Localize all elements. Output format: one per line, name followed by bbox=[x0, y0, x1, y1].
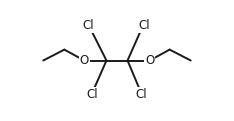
Text: Cl: Cl bbox=[136, 88, 147, 101]
Text: Cl: Cl bbox=[82, 19, 94, 32]
Text: Cl: Cl bbox=[138, 19, 150, 32]
Text: O: O bbox=[145, 54, 154, 67]
Text: O: O bbox=[80, 54, 89, 67]
Text: Cl: Cl bbox=[87, 88, 98, 101]
